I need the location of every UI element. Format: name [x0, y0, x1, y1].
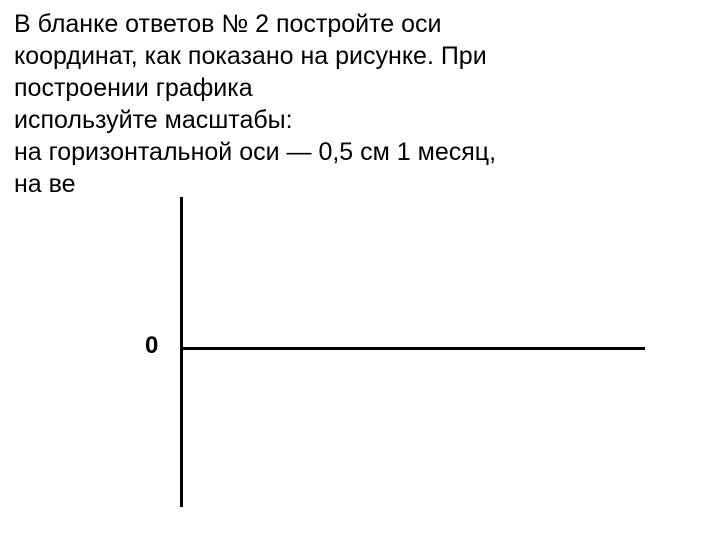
text-line-2: координат, как показано на рисунке. При	[14, 40, 706, 72]
text-line-3: построении графика	[14, 72, 706, 104]
text-line-5: на горизонтальной оси — 0,5 см 1 месяц,	[14, 136, 706, 168]
text-line-4: используйте масштабы:	[14, 104, 706, 136]
text-line-1: В бланке ответов № 2 постройте оси	[14, 8, 706, 40]
y-axis-line	[180, 197, 183, 507]
origin-label: 0	[145, 332, 158, 360]
x-axis-line	[180, 347, 645, 350]
instruction-text: В бланке ответов № 2 постройте оси коорд…	[0, 0, 720, 200]
coordinate-axes: 0	[60, 182, 660, 512]
